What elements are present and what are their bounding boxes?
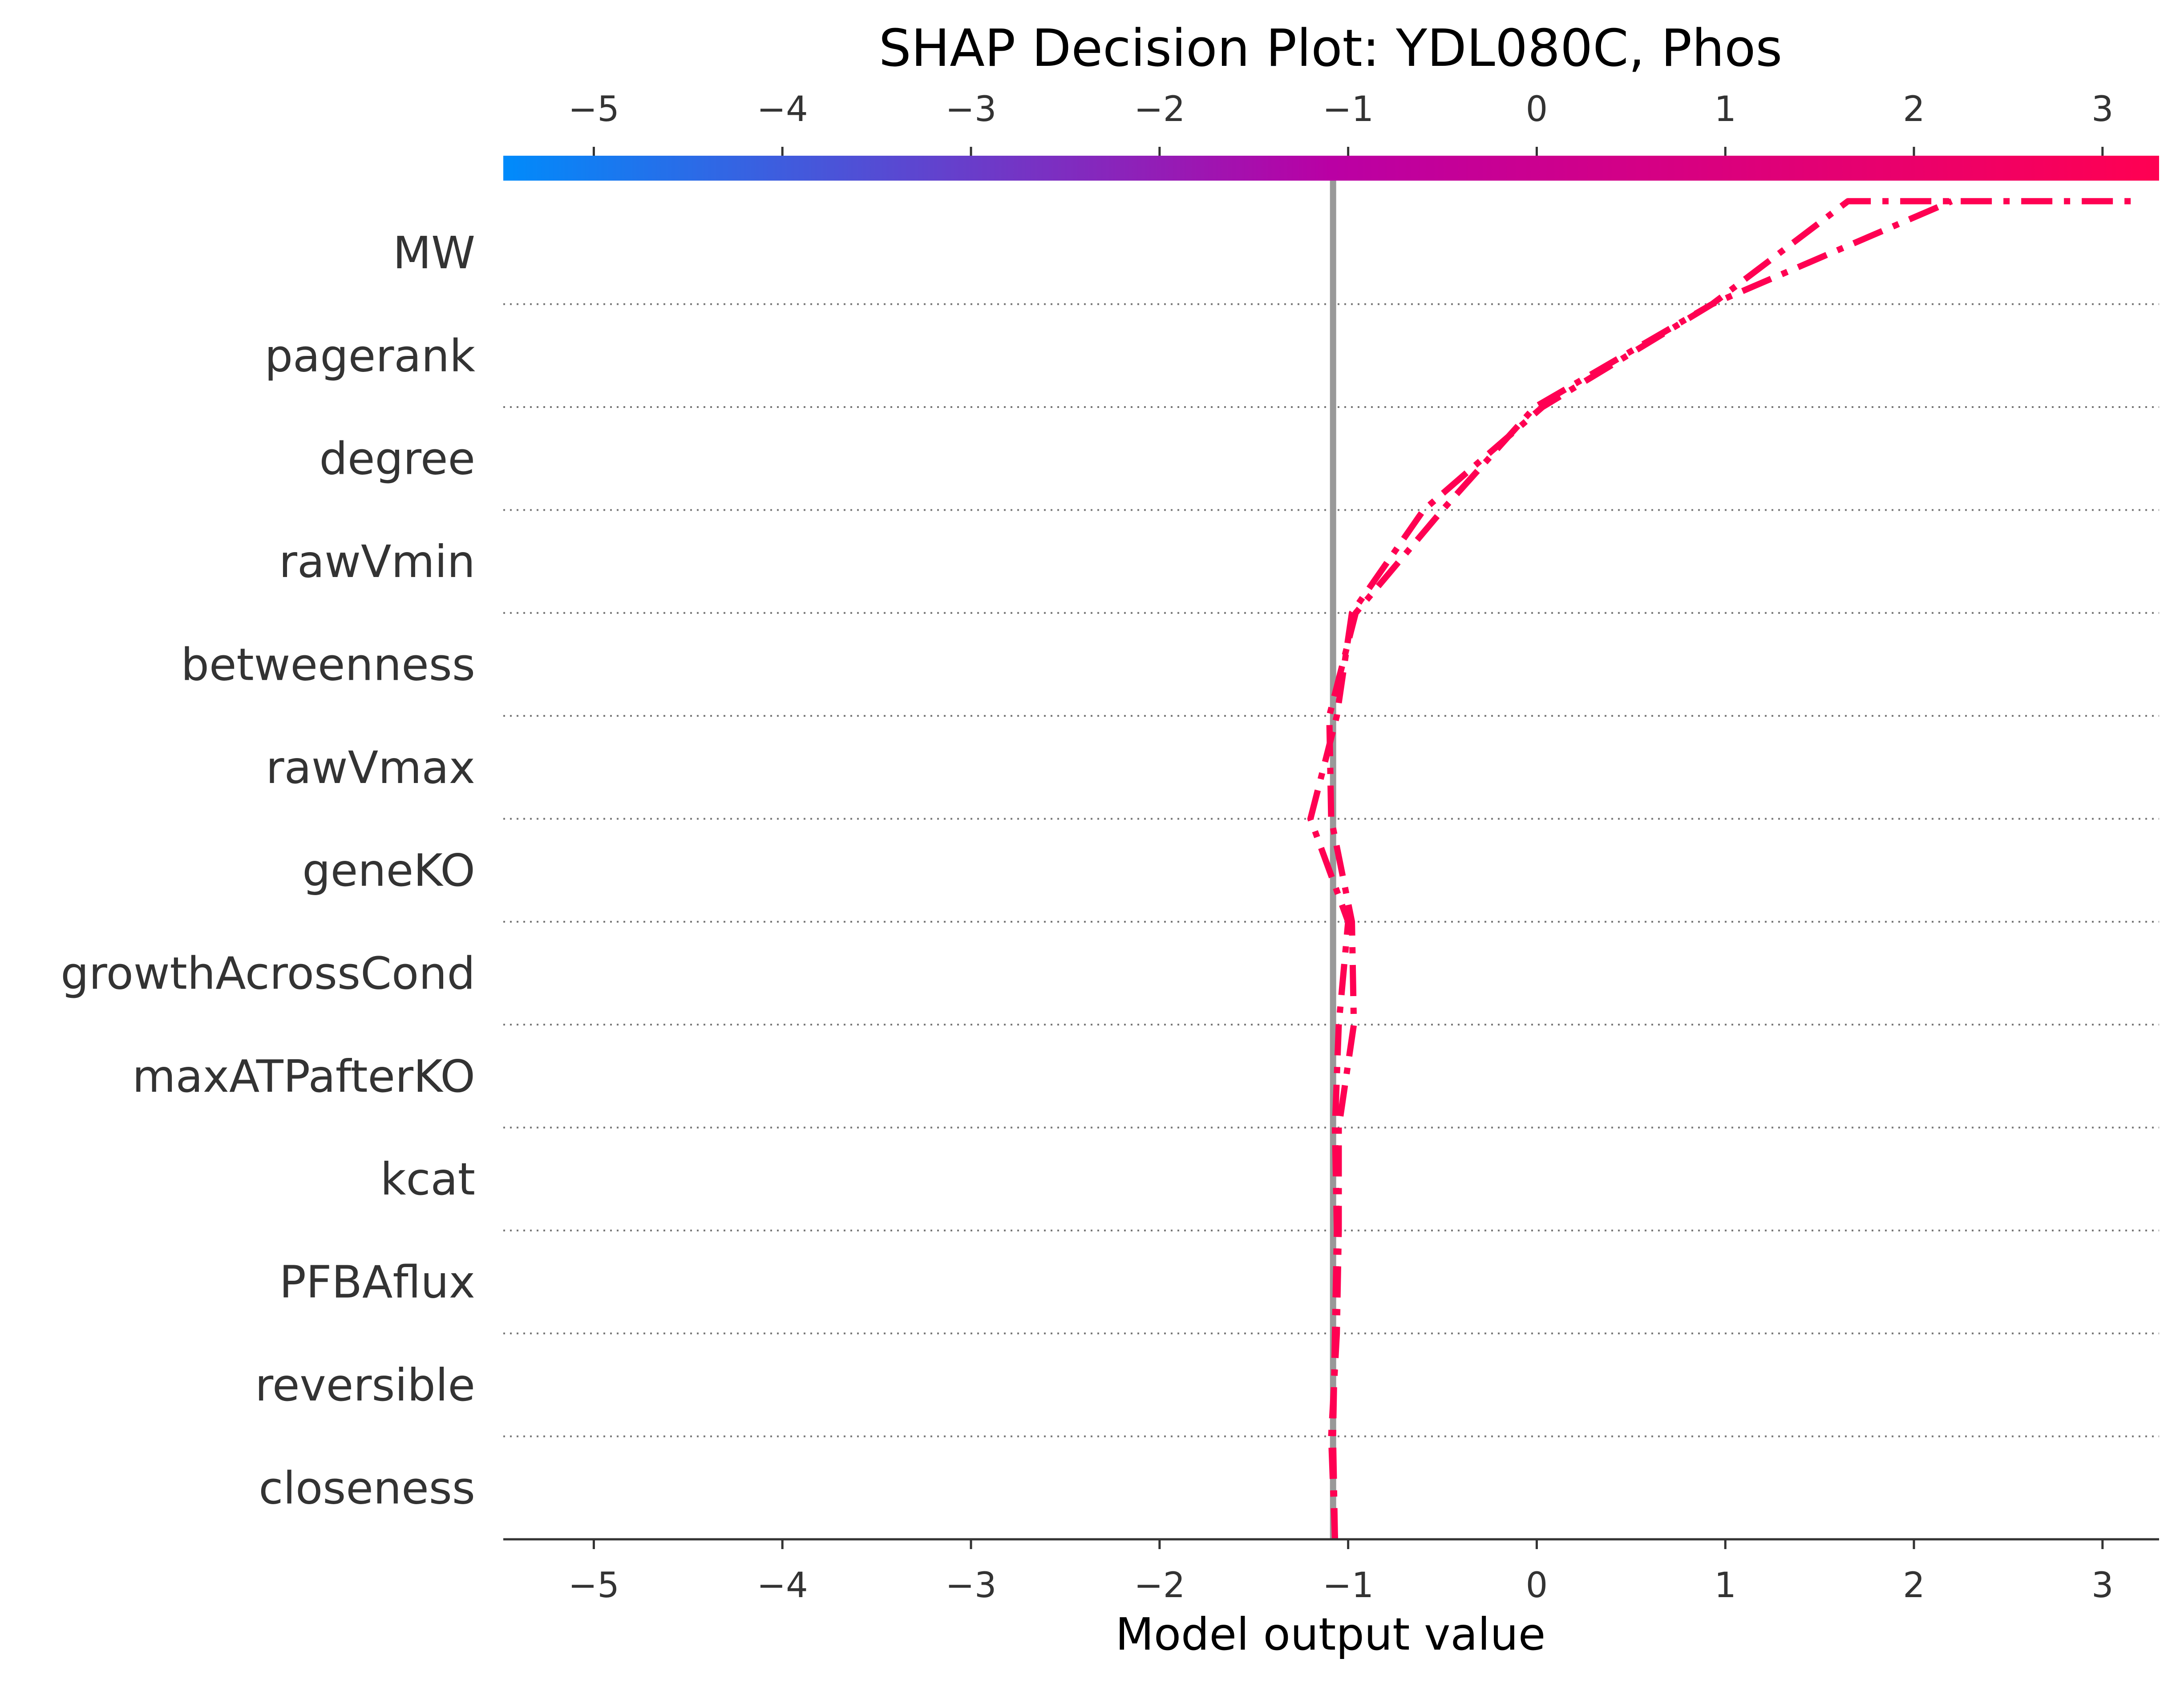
feature-labels: MW pagerank degree rawVmin betweenness rawVma…	[61, 227, 475, 1514]
feature-label: rawVmax	[266, 742, 475, 794]
bottom-tick-label: 0	[1526, 1566, 1548, 1606]
feature-label: degree	[320, 433, 475, 485]
top-tick-label: −4	[757, 89, 808, 129]
feature-label: MW	[393, 227, 475, 279]
colorbar	[503, 156, 2159, 181]
decision-line	[1326, 198, 2131, 1540]
feature-label: growthAcrossCond	[61, 948, 475, 1000]
top-tick-label: 1	[1714, 89, 1736, 129]
bottom-tick-label: −5	[568, 1566, 619, 1606]
feature-label: maxATPafterKO	[132, 1050, 475, 1102]
top-tick-label: −2	[1134, 89, 1185, 129]
feature-label: reversible	[255, 1359, 475, 1411]
top-axis: −5 −4 −3 −2 −1 0 1 2 3	[568, 89, 2114, 156]
feature-label: pagerank	[265, 330, 476, 382]
decision-lines	[1307, 198, 2131, 1540]
bottom-tick-marks	[592, 1539, 2104, 1549]
bottom-axis: −5 −4 −3 −2 −1 0 1 2 3	[503, 1538, 2159, 1606]
bottom-tick-label: 3	[2091, 1566, 2114, 1606]
bottom-tick-label: −1	[1323, 1566, 1374, 1606]
top-tick-label: −5	[568, 89, 619, 129]
top-tick-label: −1	[1323, 89, 1374, 129]
bottom-tick-label: 1	[1714, 1566, 1736, 1606]
bottom-tick-labels: −5 −4 −3 −2 −1 0 1 2 3	[568, 1566, 2114, 1606]
top-tick-label: 3	[2091, 89, 2114, 129]
feature-label: geneKO	[302, 844, 475, 896]
top-tick-labels: −5 −4 −3 −2 −1 0 1 2 3	[568, 89, 2114, 129]
top-tick-label: 2	[1903, 89, 1925, 129]
feature-label: PFBAflux	[279, 1256, 475, 1308]
top-tick-label: −3	[946, 89, 997, 129]
bottom-tick-label: −4	[757, 1566, 808, 1606]
top-tick-marks	[592, 147, 2104, 156]
decision-line	[1307, 198, 1953, 1540]
x-axis-label: Model output value	[1116, 1608, 1546, 1660]
feature-label: kcat	[380, 1153, 475, 1205]
feature-label: rawVmin	[279, 536, 475, 588]
feature-label: betweenness	[181, 638, 475, 690]
bottom-tick-label: 2	[1903, 1566, 1925, 1606]
chart-title: SHAP Decision Plot: YDL080C, Phos	[879, 19, 1783, 78]
bottom-tick-label: −3	[946, 1566, 997, 1606]
feature-label: closeness	[259, 1462, 475, 1514]
bottom-tick-label: −2	[1134, 1566, 1185, 1606]
top-tick-label: 0	[1526, 89, 1548, 129]
